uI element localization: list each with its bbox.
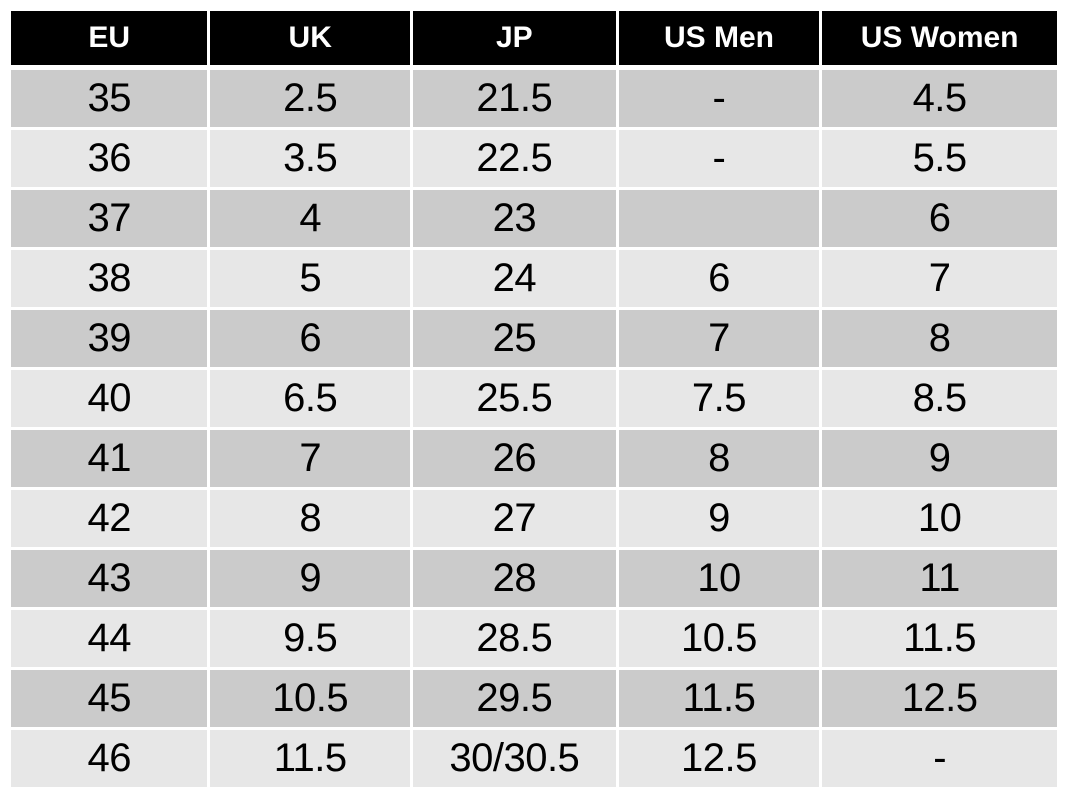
- table-cell: 22.5: [413, 130, 616, 187]
- table-cell: -: [822, 730, 1057, 787]
- column-header-uk: UK: [210, 11, 410, 67]
- table-cell: 39: [11, 310, 208, 367]
- table-cell: 36: [11, 130, 208, 187]
- table-cell: -: [618, 70, 820, 127]
- table-cell: 5: [210, 250, 410, 307]
- table-cell: 43: [11, 550, 208, 607]
- table-cell: 8: [822, 310, 1057, 367]
- table-cell: 12.5: [618, 730, 820, 787]
- table-row: 41 7 26 8 9: [11, 430, 1057, 487]
- table-cell: 28.5: [413, 610, 616, 667]
- table-cell: 12.5: [822, 670, 1057, 727]
- table-cell: 6: [822, 190, 1057, 247]
- table-cell: -: [618, 130, 820, 187]
- table-cell: 3.5: [210, 130, 410, 187]
- table-cell: 11.5: [618, 670, 820, 727]
- table-row: 37 4 23 6: [11, 190, 1057, 247]
- table-cell: 8: [618, 430, 820, 487]
- table-row: 35 2.5 21.5-4.5: [11, 70, 1057, 127]
- table-cell: 25.5: [413, 370, 616, 427]
- table-cell: 29.5: [413, 670, 616, 727]
- table-cell: 9: [822, 430, 1057, 487]
- table-row: 43 9 28 10 11: [11, 550, 1057, 607]
- table-cell: 10: [618, 550, 820, 607]
- table-cell: 11.5: [210, 730, 410, 787]
- table-cell: 9.5: [210, 610, 410, 667]
- table-cell: 10.5: [618, 610, 820, 667]
- table-row: 42 8 27 9 10: [11, 490, 1057, 547]
- table-row: 46 11.5 30/30.5 12.5-: [11, 730, 1057, 787]
- table-cell: 44: [11, 610, 208, 667]
- table-cell: 4: [210, 190, 410, 247]
- table-row: 39 6 25 7 8: [11, 310, 1057, 367]
- table-cell: 28: [413, 550, 616, 607]
- table-row: 40 6.5 25.5 7.5 8.5: [11, 370, 1057, 427]
- table-cell: 4.5: [822, 70, 1057, 127]
- table-cell: 35: [11, 70, 208, 127]
- table-cell: 7: [822, 250, 1057, 307]
- table-cell: 6: [618, 250, 820, 307]
- table-cell: 2.5: [210, 70, 410, 127]
- table-cell: 30/30.5: [413, 730, 616, 787]
- table-cell: 38: [11, 250, 208, 307]
- table-body: 35 2.5 21.5-4.5 36 3.5 22.5-5.5 37 4 23 6 38 5 24 6 7 3…: [11, 70, 1057, 787]
- table-cell: 11.5: [822, 610, 1057, 667]
- table-row: 36 3.5 22.5-5.5: [11, 130, 1057, 187]
- table-cell: 41: [11, 430, 208, 487]
- table-cell: 21.5: [413, 70, 616, 127]
- column-header-us-women: US Women: [822, 11, 1057, 67]
- table-cell: 37: [11, 190, 208, 247]
- table-cell: 23: [413, 190, 616, 247]
- table-cell: 26: [413, 430, 616, 487]
- table-cell: 45: [11, 670, 208, 727]
- table-header-row: EU UK JP US Men US Women: [11, 11, 1057, 67]
- table-cell: 10.5: [210, 670, 410, 727]
- table-cell: 7.5: [618, 370, 820, 427]
- column-header-jp: JP: [413, 11, 616, 67]
- table-header: EU UK JP US Men US Women: [11, 11, 1057, 67]
- table-cell: 27: [413, 490, 616, 547]
- table-cell: 7: [210, 430, 410, 487]
- table-cell: 6: [210, 310, 410, 367]
- column-header-eu: EU: [11, 11, 208, 67]
- table-cell: 10: [822, 490, 1057, 547]
- table-cell: 8: [210, 490, 410, 547]
- table-cell: 8.5: [822, 370, 1057, 427]
- table-cell: 42: [11, 490, 208, 547]
- shoe-size-conversion-table: EU UK JP US Men US Women 35 2.5 21.5-4.5 36 3.5 2…: [8, 8, 1060, 790]
- table-row: 44 9.5 28.5 10.5 11.5: [11, 610, 1057, 667]
- table-row: 45 10.5 29.5 11.5 12.5: [11, 670, 1057, 727]
- table-cell: 9: [210, 550, 410, 607]
- table-cell: 24: [413, 250, 616, 307]
- table-cell: 9: [618, 490, 820, 547]
- table-cell: 11: [822, 550, 1057, 607]
- table-cell: 46: [11, 730, 208, 787]
- table-cell: 5.5: [822, 130, 1057, 187]
- table-cell: 7: [618, 310, 820, 367]
- table-cell: 25: [413, 310, 616, 367]
- table-cell: [618, 190, 820, 247]
- table-cell: 6.5: [210, 370, 410, 427]
- table-row: 38 5 24 6 7: [11, 250, 1057, 307]
- column-header-us-men: US Men: [618, 11, 820, 67]
- table-cell: 40: [11, 370, 208, 427]
